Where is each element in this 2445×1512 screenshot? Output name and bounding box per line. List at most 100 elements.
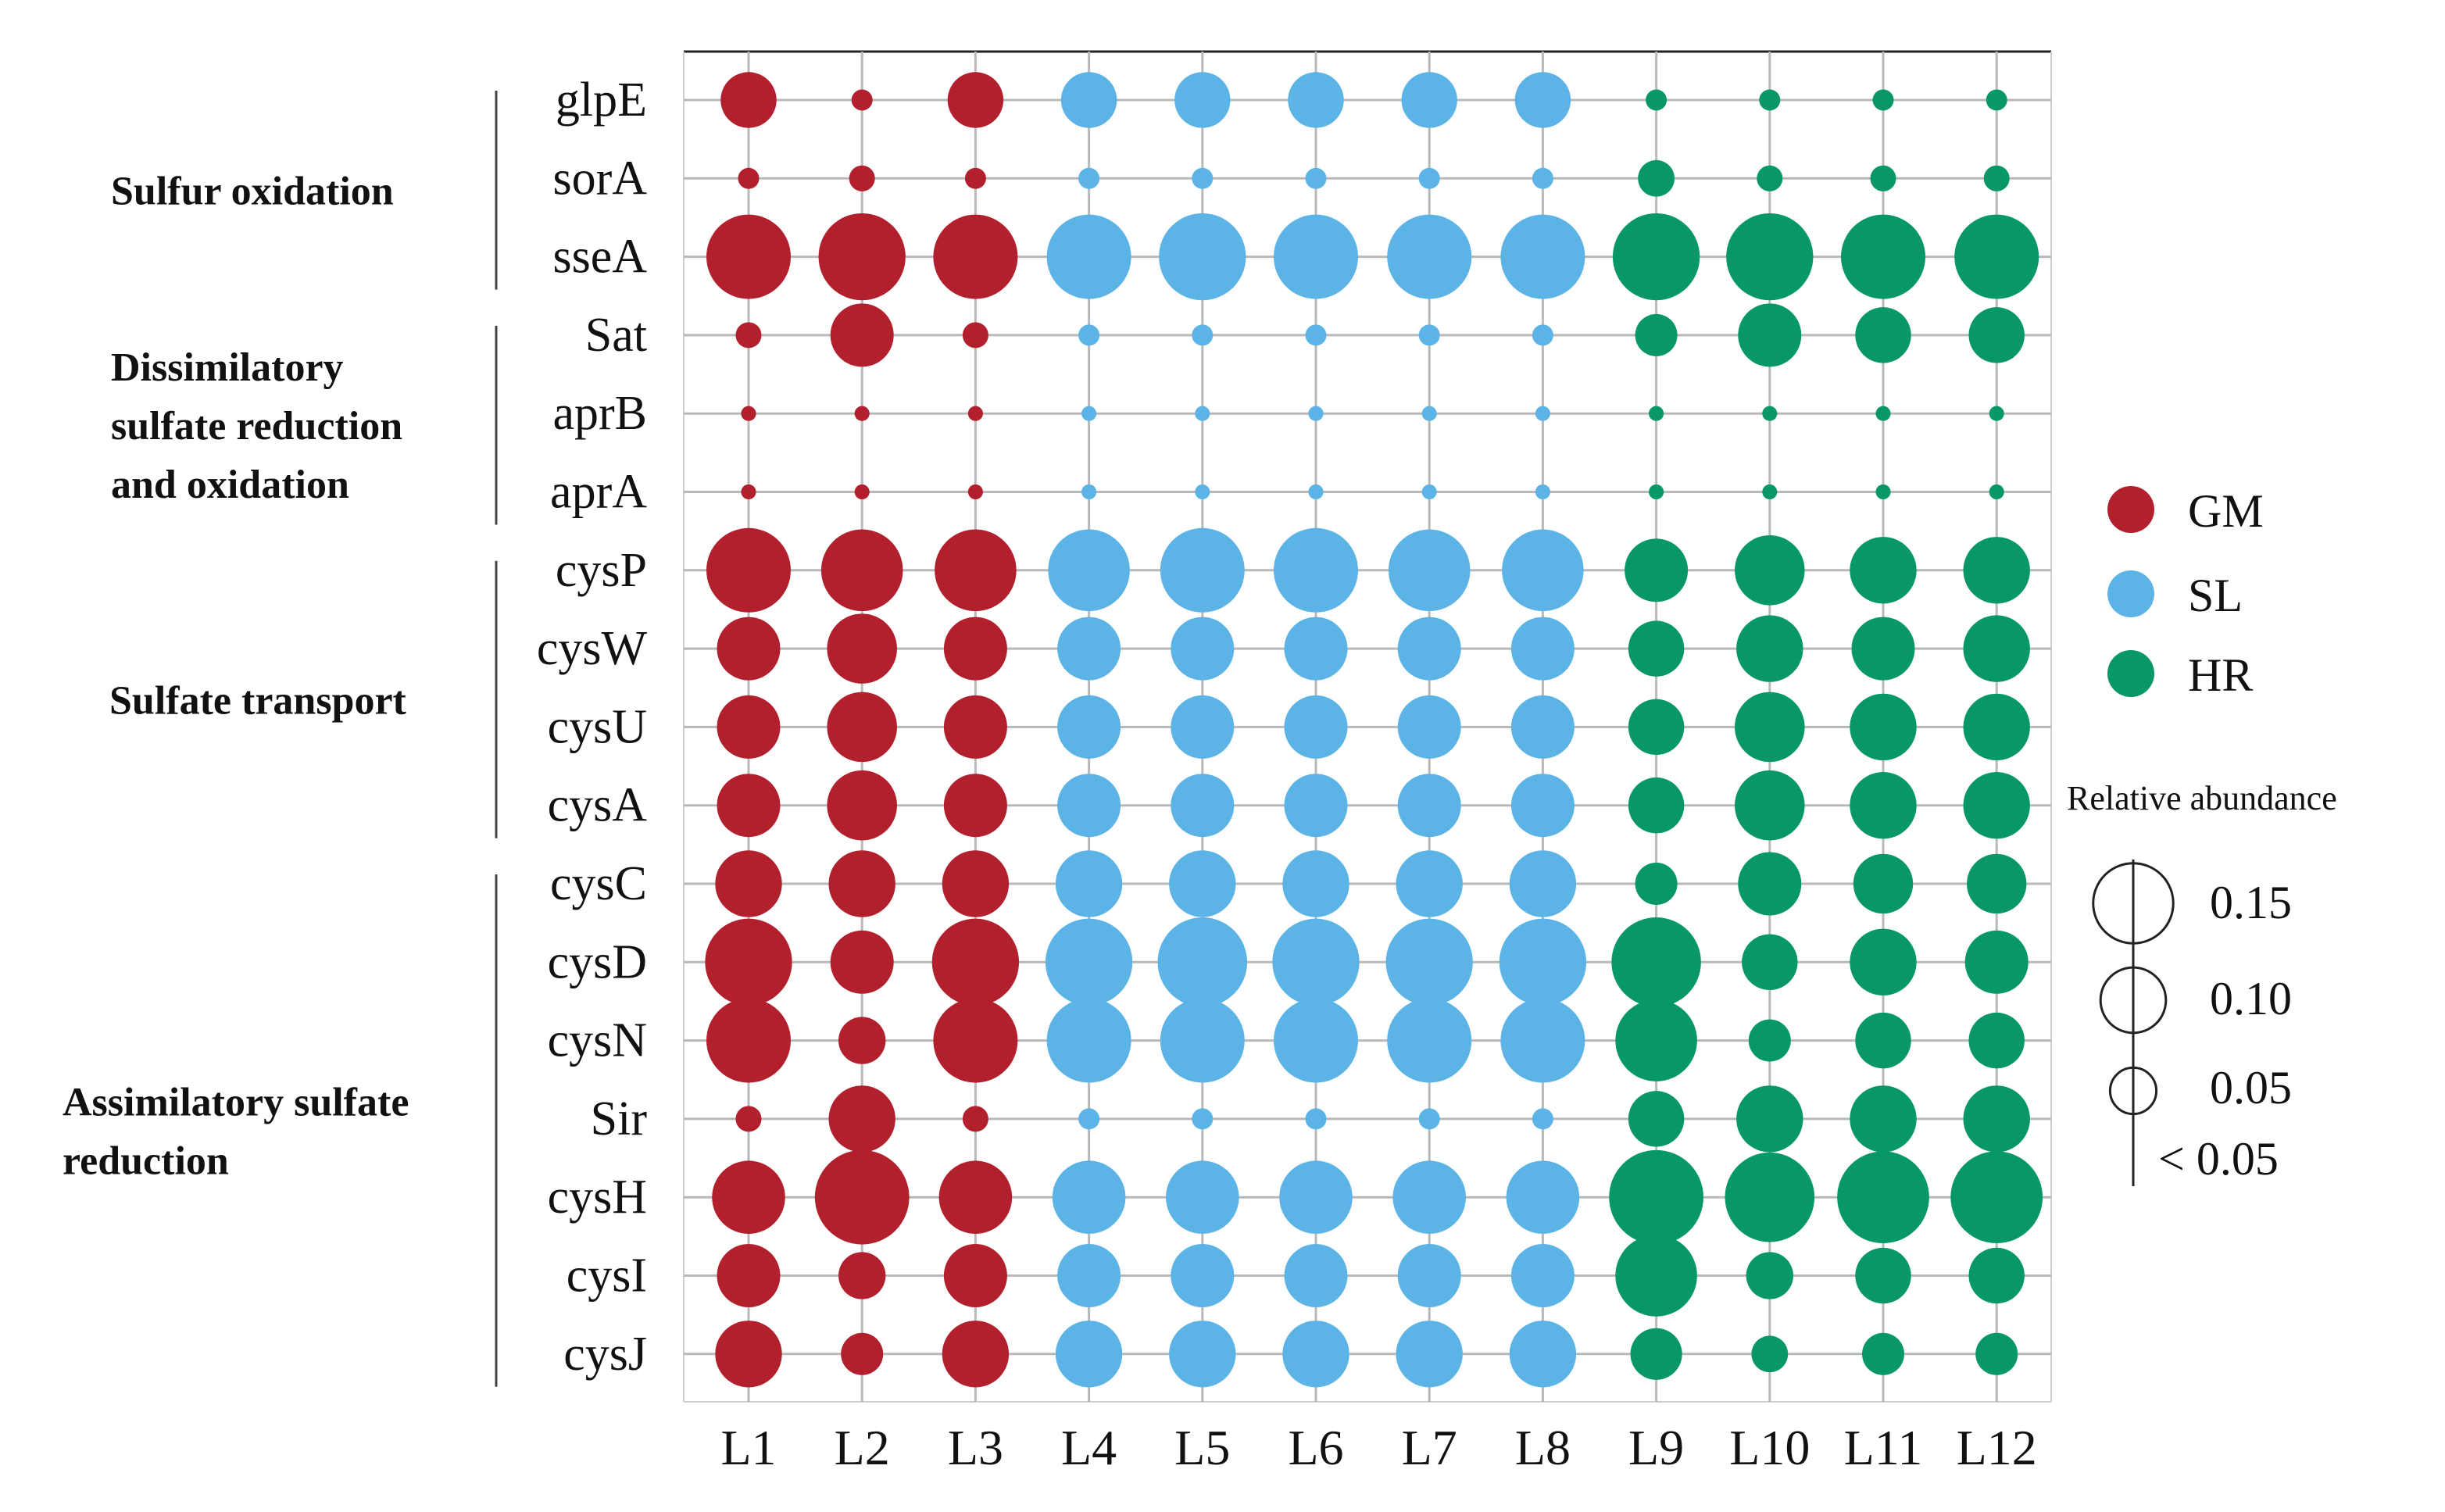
bubble-cysU-L11 xyxy=(1850,693,1917,761)
bubble-cysD-L9 xyxy=(1611,917,1701,1007)
bubble-glpE-L5 xyxy=(1174,72,1231,128)
bubble-cysP-L2 xyxy=(820,529,903,612)
bubble-glpE-L10 xyxy=(1759,89,1781,111)
row-label: sorA xyxy=(552,152,647,205)
row-label: sseA xyxy=(552,231,647,284)
bubble-cysN-L11 xyxy=(1855,1012,1911,1069)
column-label: L5 xyxy=(1174,1420,1230,1475)
column-label: L2 xyxy=(835,1420,890,1475)
bubble-Sir-L1 xyxy=(735,1106,762,1132)
legend-marker-GM xyxy=(2107,486,2154,533)
row-label: aprA xyxy=(550,466,647,519)
bubble-cysI-L10 xyxy=(1746,1252,1793,1299)
bubble-aprA-L10 xyxy=(1762,484,1778,500)
bubble-cysC-L10 xyxy=(1738,852,1802,916)
bubble-cysN-L8 xyxy=(1500,998,1585,1083)
bubble-cysI-L3 xyxy=(943,1244,1007,1307)
bubble-Sat-L1 xyxy=(735,322,762,349)
bubble-cysA-L10 xyxy=(1735,770,1805,841)
bubble-cysW-L12 xyxy=(1963,615,2030,682)
bubble-cysW-L2 xyxy=(827,613,897,684)
bubble-cysD-L3 xyxy=(931,918,1020,1006)
bubble-aprB-L12 xyxy=(1989,406,2004,421)
bubble-cysA-L8 xyxy=(1510,774,1575,838)
bubble-aprB-L8 xyxy=(1535,406,1550,421)
bubble-sorA-L10 xyxy=(1757,165,1783,191)
bubble-sseA-L12 xyxy=(1954,214,2039,299)
bubble-cysH-L1 xyxy=(712,1160,785,1234)
bubble-sorA-L6 xyxy=(1305,167,1327,189)
bubble-cysJ-L6 xyxy=(1282,1321,1349,1388)
row-label: cysN xyxy=(548,1014,647,1067)
row-label: cysJ xyxy=(563,1328,647,1381)
bubble-sorA-L8 xyxy=(1532,167,1553,189)
bubble-Sat-L12 xyxy=(1968,307,2025,363)
legend-label: SL xyxy=(2188,570,2243,621)
row-label: cysH xyxy=(548,1171,647,1224)
bubble-cysJ-L1 xyxy=(715,1321,782,1388)
bubble-aprA-L1 xyxy=(741,484,756,500)
bubble-Sir-L5 xyxy=(1192,1108,1214,1130)
bubble-cysU-L6 xyxy=(1284,695,1348,759)
bubble-cysN-L9 xyxy=(1615,999,1697,1081)
bubble-cysN-L4 xyxy=(1046,998,1131,1083)
bubble-sseA-L5 xyxy=(1159,213,1246,301)
bubble-cysI-L5 xyxy=(1171,1244,1235,1307)
bubble-cysI-L1 xyxy=(717,1244,781,1307)
bubble-cysD-L4 xyxy=(1045,918,1133,1006)
bubble-sorA-L12 xyxy=(1983,165,2010,191)
row-label: cysI xyxy=(567,1249,647,1303)
bubble-cysA-L11 xyxy=(1850,772,1917,839)
bubble-aprA-L3 xyxy=(967,484,983,500)
row-group-label: reduction xyxy=(63,1138,229,1183)
bubble-cysJ-L2 xyxy=(841,1332,884,1375)
bubble-aprA-L2 xyxy=(854,484,870,500)
bubble-aprA-L4 xyxy=(1081,484,1097,500)
bubble-cysC-L11 xyxy=(1853,853,1914,914)
bubble-cysH-L6 xyxy=(1279,1160,1353,1234)
bubble-aprB-L4 xyxy=(1081,406,1097,421)
bubble-sseA-L2 xyxy=(818,213,906,301)
legend-label: HR xyxy=(2188,649,2253,701)
bubble-Sir-L9 xyxy=(1628,1091,1685,1147)
bubble-cysN-L10 xyxy=(1748,1019,1791,1062)
bubble-cysN-L3 xyxy=(933,998,1018,1083)
size-legend-circle xyxy=(2108,1066,2158,1116)
bubble-sorA-L4 xyxy=(1078,167,1100,189)
bubble-cysH-L10 xyxy=(1725,1152,1815,1242)
bubble-cysD-L11 xyxy=(1850,928,1917,995)
bubble-cysC-L8 xyxy=(1509,850,1577,917)
row-label: glpE xyxy=(556,73,647,127)
bubble-glpE-L11 xyxy=(1872,89,1894,111)
bubble-cysW-L1 xyxy=(717,617,781,681)
bubble-cysA-L1 xyxy=(717,774,781,838)
bubble-cysI-L2 xyxy=(838,1252,886,1299)
size-legend-label: 0.15 xyxy=(2210,877,2292,928)
bubble-Sat-L5 xyxy=(1192,324,1214,346)
bubble-cysC-L12 xyxy=(1967,853,2027,914)
bubble-Sat-L6 xyxy=(1305,324,1327,346)
bubble-glpE-L1 xyxy=(720,72,777,128)
bubble-cysD-L10 xyxy=(1742,934,1798,991)
bubble-cysA-L3 xyxy=(943,774,1007,838)
row-group-label: and oxidation xyxy=(111,463,349,507)
legend-label: GM xyxy=(2188,485,2264,537)
bubble-sseA-L11 xyxy=(1841,214,1925,299)
row-label: cysU xyxy=(548,700,647,753)
bubble-cysI-L8 xyxy=(1510,1244,1575,1307)
bubble-cysD-L5 xyxy=(1157,917,1248,1007)
bubble-cysJ-L9 xyxy=(1630,1328,1682,1380)
bubble-Sir-L3 xyxy=(962,1106,988,1132)
bubble-sorA-L2 xyxy=(849,165,875,191)
column-label: L7 xyxy=(1402,1420,1457,1475)
bubble-cysP-L8 xyxy=(1502,529,1584,612)
bubble-Sat-L7 xyxy=(1418,324,1440,346)
bubble-cysA-L2 xyxy=(827,770,897,841)
bubble-cysN-L12 xyxy=(1968,1012,2025,1069)
legend-marker-SL xyxy=(2107,570,2154,617)
bubble-glpE-L12 xyxy=(1986,89,2007,111)
bubble-cysH-L2 xyxy=(814,1149,910,1245)
bubble-aprB-L9 xyxy=(1649,406,1664,421)
bubble-cysU-L1 xyxy=(717,695,781,759)
